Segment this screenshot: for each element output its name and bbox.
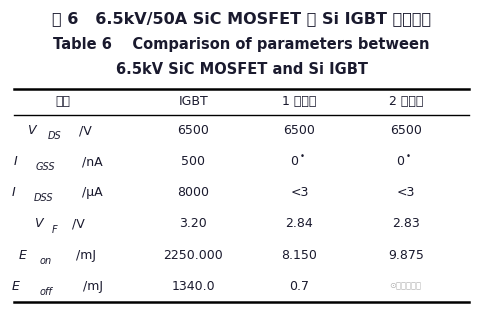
- Text: 6500: 6500: [177, 124, 209, 137]
- Text: 0: 0: [396, 155, 404, 168]
- Text: 2.84: 2.84: [285, 217, 313, 230]
- Text: 表 6   6.5kV/50A SiC MOSFET 与 Si IGBT 参数对比: 表 6 6.5kV/50A SiC MOSFET 与 Si IGBT 参数对比: [52, 11, 431, 26]
- Text: V: V: [27, 124, 36, 137]
- Text: 2 号模块: 2 号模块: [388, 95, 423, 108]
- Text: <3: <3: [397, 186, 415, 199]
- Text: •: •: [406, 152, 411, 160]
- Text: 1 号模块: 1 号模块: [282, 95, 317, 108]
- Text: V: V: [34, 217, 43, 230]
- Text: /mJ: /mJ: [76, 248, 96, 262]
- Text: 0: 0: [290, 155, 298, 168]
- Text: 6500: 6500: [284, 124, 315, 137]
- Text: Table 6    Comparison of parameters between: Table 6 Comparison of parameters between: [53, 37, 430, 52]
- Text: 8000: 8000: [177, 186, 209, 199]
- Text: 参数: 参数: [55, 95, 71, 108]
- Text: I: I: [14, 155, 18, 168]
- Text: E: E: [19, 248, 27, 262]
- Text: 2.83: 2.83: [392, 217, 420, 230]
- Text: 6500: 6500: [390, 124, 422, 137]
- Text: 500: 500: [181, 155, 205, 168]
- Text: /V: /V: [72, 217, 85, 230]
- Text: F: F: [52, 225, 57, 234]
- Text: 1340.0: 1340.0: [171, 280, 215, 293]
- Text: <3: <3: [290, 186, 309, 199]
- Text: 3.20: 3.20: [179, 217, 207, 230]
- Text: on: on: [40, 256, 52, 266]
- Text: /μA: /μA: [83, 186, 103, 199]
- Text: •: •: [299, 152, 304, 160]
- Text: ⊙半导体在线: ⊙半导体在线: [390, 282, 422, 290]
- Text: /mJ: /mJ: [83, 280, 103, 293]
- Text: IGBT: IGBT: [178, 95, 208, 108]
- Text: /nA: /nA: [83, 155, 103, 168]
- Text: E: E: [12, 280, 20, 293]
- Text: DS: DS: [47, 131, 61, 141]
- Text: 9.875: 9.875: [388, 248, 424, 262]
- Text: 0.7: 0.7: [289, 280, 310, 293]
- Text: 8.150: 8.150: [282, 248, 317, 262]
- Text: 6.5kV SiC MOSFET and Si IGBT: 6.5kV SiC MOSFET and Si IGBT: [115, 62, 368, 77]
- Text: DSS: DSS: [34, 193, 54, 203]
- Text: /V: /V: [79, 124, 92, 137]
- Text: I: I: [12, 186, 16, 199]
- Text: GSS: GSS: [36, 162, 56, 172]
- Text: 2250.000: 2250.000: [163, 248, 223, 262]
- Text: off: off: [40, 287, 52, 297]
